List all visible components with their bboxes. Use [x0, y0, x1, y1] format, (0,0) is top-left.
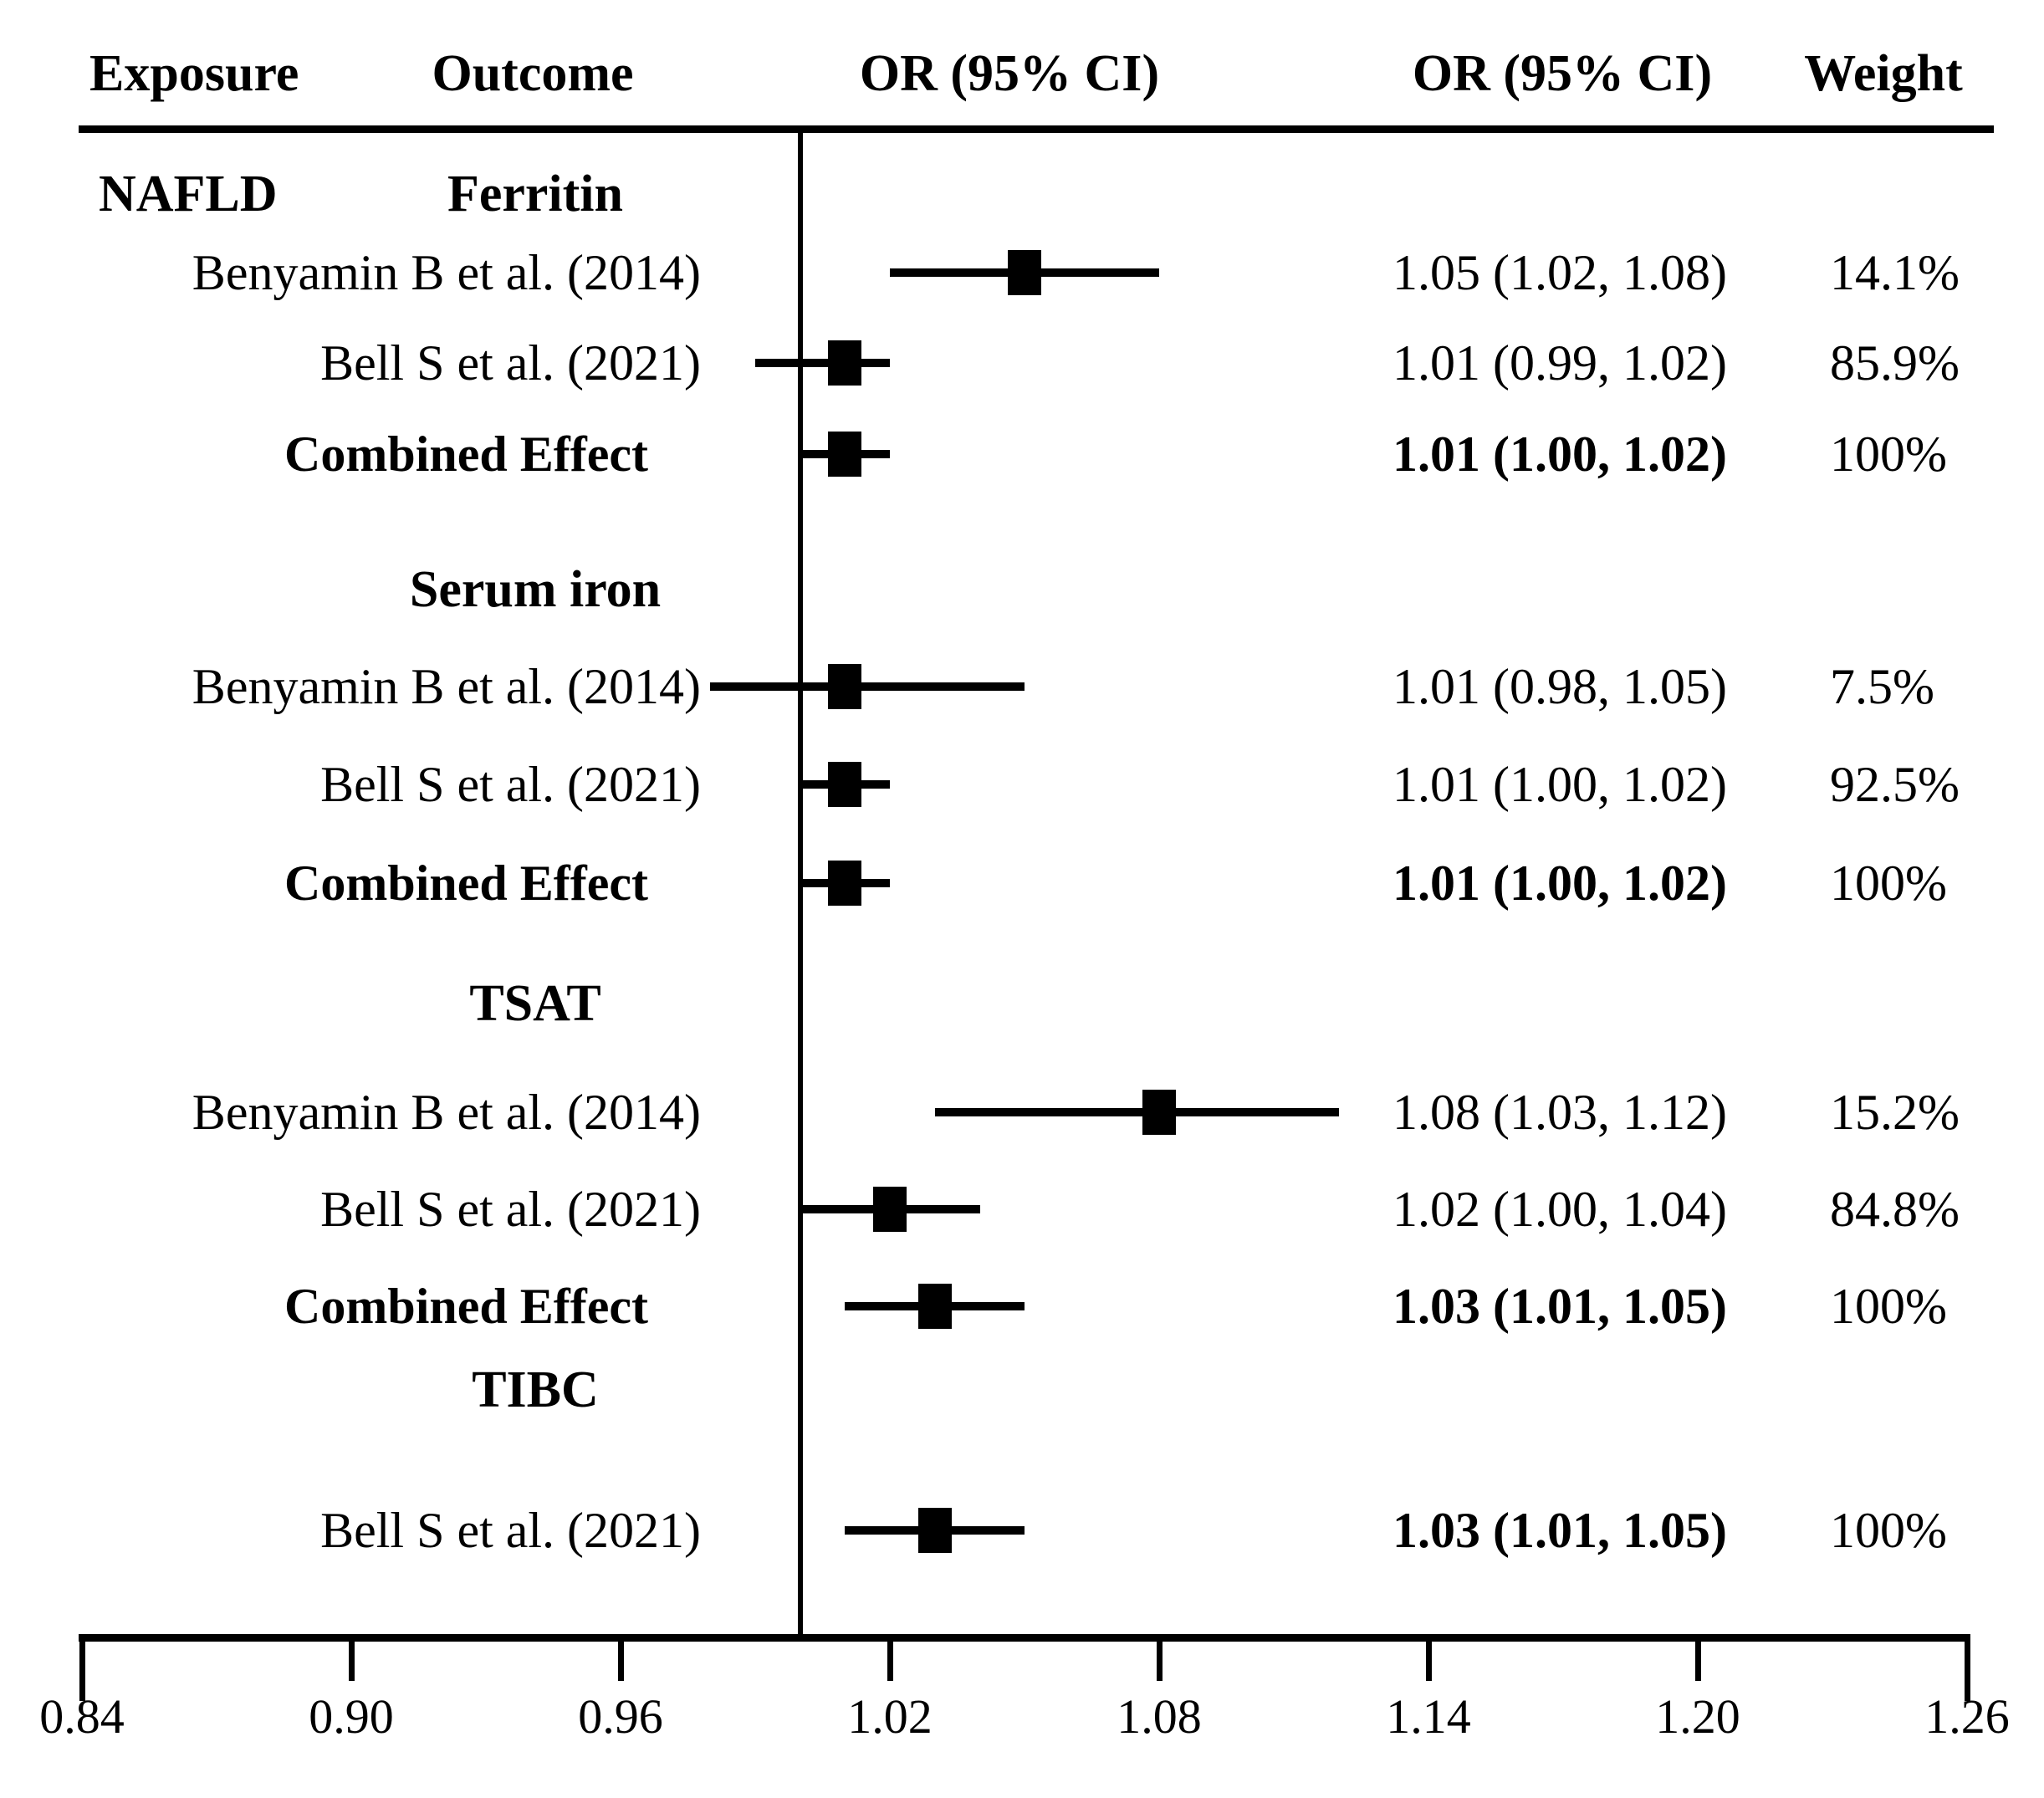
weight-value: 92.5% — [1830, 757, 1960, 812]
axis-tick-label: 1.08 — [1117, 1689, 1202, 1744]
axis-tick — [887, 1639, 893, 1681]
weight-value: 100% — [1830, 1279, 1947, 1334]
study-label: Bell S et al. (2021) — [320, 1503, 701, 1558]
column-header-or-plot: OR (95% CI) — [859, 45, 1160, 102]
axis-tick-label: 0.96 — [578, 1689, 663, 1744]
study-label: Benyamin B et al. (2014) — [192, 1085, 701, 1140]
or-ci-value: 1.01 (0.99, 1.02) — [1392, 335, 1727, 391]
outcome-label: Serum iron — [409, 561, 662, 618]
weight-value: 84.8% — [1830, 1182, 1960, 1237]
or-ci-value: 1.03 (1.01, 1.05) — [1392, 1279, 1727, 1334]
or-ci-value: 1.08 (1.03, 1.12) — [1392, 1085, 1727, 1140]
axis-tick — [1426, 1639, 1432, 1681]
study-label: Bell S et al. (2021) — [320, 757, 701, 812]
x-axis-line — [79, 1634, 1970, 1642]
ci-line — [755, 359, 890, 367]
or-point-marker — [828, 432, 861, 477]
or-point-marker — [1008, 250, 1041, 295]
axis-tick-label: 0.90 — [309, 1689, 394, 1744]
weight-value: 100% — [1830, 427, 1947, 482]
axis-tick-label: 1.20 — [1655, 1689, 1740, 1744]
axis-tick-label: 1.02 — [847, 1689, 933, 1744]
axis-tick — [349, 1639, 355, 1681]
column-header-exposure: Exposure — [89, 45, 299, 102]
or-point-marker — [873, 1187, 907, 1232]
axis-tick-label: 1.26 — [1924, 1689, 2010, 1744]
outcome-label: TIBC — [472, 1361, 599, 1418]
or-ci-value: 1.05 (1.02, 1.08) — [1392, 245, 1727, 300]
axis-tick — [1157, 1639, 1163, 1681]
weight-value: 85.9% — [1830, 335, 1960, 391]
or-point-marker — [1142, 1090, 1176, 1135]
column-header-or-ci: OR (95% CI) — [1412, 45, 1713, 102]
or-ci-value: 1.03 (1.01, 1.05) — [1392, 1503, 1727, 1558]
weight-value: 100% — [1830, 1503, 1947, 1558]
column-header-outcome: Outcome — [432, 45, 634, 102]
or-ci-value: 1.02 (1.00, 1.04) — [1392, 1182, 1727, 1237]
axis-tick — [1965, 1639, 1970, 1701]
or-point-marker — [918, 1508, 952, 1553]
study-label: Combined Effect — [284, 856, 648, 911]
study-label: Bell S et al. (2021) — [320, 1182, 701, 1237]
weight-value: 14.1% — [1830, 245, 1960, 300]
weight-value: 100% — [1830, 856, 1947, 911]
or-point-marker — [828, 762, 861, 807]
weight-value: 15.2% — [1830, 1085, 1960, 1140]
study-label: Bell S et al. (2021) — [320, 335, 701, 391]
or-point-marker — [828, 664, 861, 709]
or-ci-value: 1.01 (1.00, 1.02) — [1392, 427, 1727, 482]
study-label: Benyamin B et al. (2014) — [192, 659, 701, 714]
column-header-weight: Weight — [1804, 45, 1963, 102]
axis-tick — [79, 1639, 85, 1701]
axis-tick — [1695, 1639, 1701, 1681]
weight-value: 7.5% — [1830, 659, 1934, 714]
ci-line — [935, 1108, 1339, 1116]
axis-tick-label: 1.14 — [1386, 1689, 1471, 1744]
study-label: Combined Effect — [284, 427, 648, 482]
exposure-label: NAFLD — [99, 166, 278, 222]
or-ci-value: 1.01 (1.00, 1.02) — [1392, 856, 1727, 911]
study-label: Combined Effect — [284, 1279, 648, 1334]
or-point-marker — [828, 340, 861, 386]
header-divider-line — [79, 125, 1994, 133]
or-point-marker — [828, 861, 861, 906]
outcome-label: Ferritin — [447, 166, 623, 222]
or-point-marker — [918, 1284, 952, 1329]
outcome-label: TSAT — [469, 975, 601, 1032]
study-label: Benyamin B et al. (2014) — [192, 245, 701, 300]
or-ci-value: 1.01 (1.00, 1.02) — [1392, 757, 1727, 812]
ci-line — [710, 682, 1025, 691]
axis-tick — [618, 1639, 624, 1681]
or-ci-value: 1.01 (0.98, 1.05) — [1392, 659, 1727, 714]
axis-tick-label: 0.84 — [39, 1689, 125, 1744]
